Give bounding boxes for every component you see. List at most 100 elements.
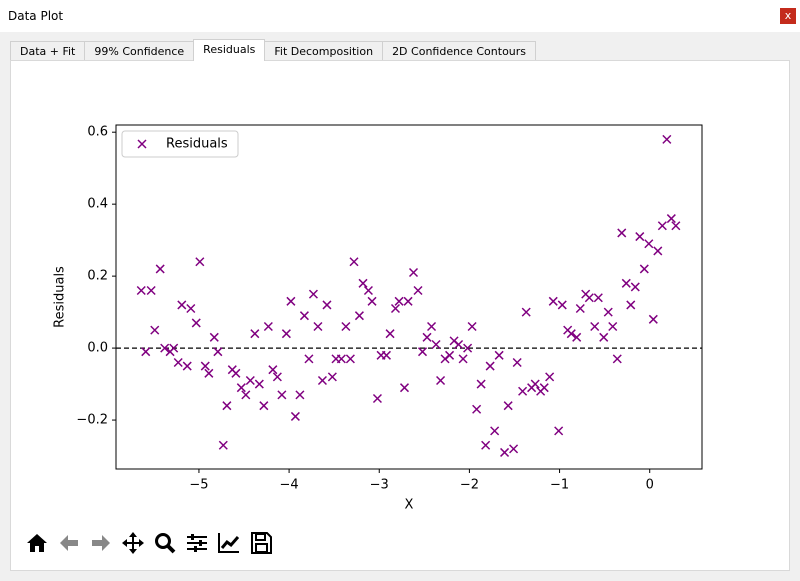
scatter-point [263, 321, 273, 332]
forward-button[interactable] [88, 530, 114, 556]
zoom-button[interactable] [152, 530, 178, 556]
x-tick-label: 0 [646, 478, 654, 493]
legend-box [121, 130, 239, 158]
scatter-point [222, 401, 232, 411]
tab[interactable]: 99% Confidence [84, 41, 195, 61]
x-tick-label: −2 [460, 478, 479, 493]
scatter-point [575, 303, 585, 314]
scatter-point [408, 268, 419, 278]
scatter-point [295, 390, 305, 400]
x-tick-label: −5 [189, 478, 208, 493]
y-tick-label: 0.4 [87, 197, 108, 212]
scatter-point [548, 296, 558, 306]
scatter-point [182, 361, 192, 371]
scatter-point [593, 293, 603, 303]
scatter-point [644, 239, 654, 249]
save-button[interactable] [248, 530, 274, 556]
scatter-point [458, 354, 468, 364]
scatter-point [518, 386, 528, 396]
scatter-point [169, 343, 179, 353]
scatter-point [160, 343, 170, 353]
y-axis-label: Residuals [53, 266, 68, 328]
scatter-point [286, 296, 296, 306]
scatter-point [490, 426, 500, 436]
scatter-point [635, 232, 645, 242]
scatter-point [454, 339, 464, 350]
scatter-point [509, 444, 519, 454]
scatter-point [254, 379, 264, 389]
scatter-point [639, 264, 649, 274]
scatter-point [621, 278, 631, 288]
back-button[interactable] [56, 530, 82, 556]
scatter-point [268, 365, 278, 375]
tab[interactable]: Data + Fit [10, 41, 86, 61]
scatter-point [467, 321, 477, 332]
scatter-point [445, 350, 455, 360]
scatter-point [218, 440, 228, 450]
title-bar: Data Plot x [0, 0, 800, 32]
configure-button[interactable] [184, 530, 210, 556]
scatter-point [394, 296, 404, 306]
scatter-point [662, 134, 672, 144]
scatter-point [195, 257, 205, 267]
scatter-point [317, 375, 327, 386]
scatter-point [399, 383, 410, 393]
tab[interactable]: Residuals [193, 39, 266, 61]
scatter-point [250, 329, 260, 339]
scatter-point [345, 354, 355, 364]
scatter-point [299, 311, 309, 321]
scatter-point [349, 257, 359, 267]
scatter-point [630, 282, 640, 292]
home-button[interactable] [24, 530, 50, 556]
scatter-point [572, 332, 582, 342]
scatter-point [213, 347, 223, 357]
scatter-point [363, 285, 373, 296]
scatter-point [327, 372, 337, 382]
edit-axes-button[interactable] [216, 530, 242, 556]
scatter-point [372, 393, 382, 404]
scatter-point [603, 307, 613, 317]
scatter-point [245, 375, 255, 386]
scatter-point [381, 350, 391, 360]
toolbar [24, 530, 274, 556]
scatter-point [476, 379, 486, 389]
scatter-point [648, 314, 658, 324]
scatter-point [200, 361, 210, 371]
scatter-point [566, 329, 576, 339]
scatter-point [186, 303, 196, 314]
scatter-point [554, 426, 564, 436]
scatter-point [155, 264, 165, 274]
scatter-point [136, 285, 146, 296]
scatter-point [494, 350, 504, 360]
x-tick-label: −1 [550, 478, 569, 493]
scatter-point [367, 296, 377, 306]
window-title: Data Plot [8, 9, 64, 23]
scatter-point [173, 357, 183, 368]
scatter-point [472, 404, 482, 414]
scatter-point [322, 300, 332, 310]
scatter-point [241, 390, 251, 400]
scatter-point [671, 221, 681, 231]
scatter-point [436, 375, 446, 386]
scatter-point [403, 296, 413, 306]
scatter-point [557, 300, 567, 310]
pan-button[interactable] [120, 530, 146, 556]
scatter-point [204, 368, 214, 378]
scatter-point [512, 357, 522, 368]
y-tick-label: 0.0 [87, 341, 108, 356]
scatter-point [413, 285, 423, 296]
scatter-point [141, 347, 151, 357]
scatter-point [177, 300, 187, 310]
scatter-point [146, 285, 156, 296]
tab[interactable]: 2D Confidence Contours [382, 41, 537, 61]
scatter-point [358, 278, 368, 288]
tab-bar: Data + Fit 99% Confidence Residuals Fit Dec… [10, 39, 537, 63]
scatter-point [463, 343, 473, 353]
scatter-point [545, 372, 555, 382]
x-axis-label: X [405, 498, 414, 513]
scatter-point [354, 311, 364, 321]
close-button[interactable]: x [780, 8, 796, 24]
scatter-point [231, 368, 241, 378]
scatter-point [150, 325, 160, 335]
